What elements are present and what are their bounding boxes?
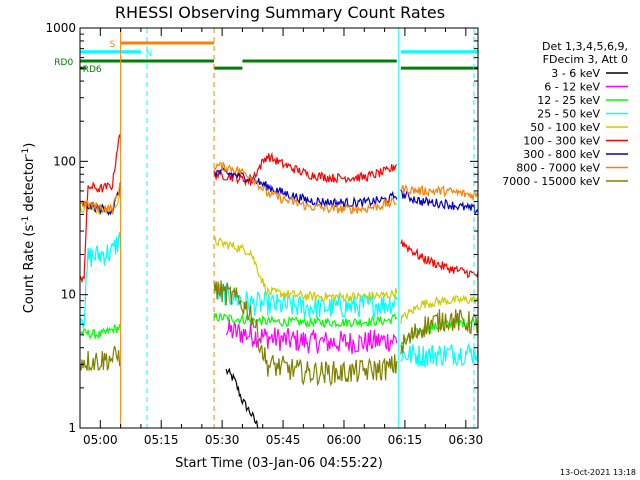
y-axis-label-main: Count Rate (s bbox=[22, 225, 37, 314]
chart-title: RHESSI Observing Summary Count Rates bbox=[115, 3, 445, 22]
legend-entry-label-6: 300 - 800 keV bbox=[523, 148, 600, 161]
flag-label-rd0: RD0 bbox=[54, 58, 73, 68]
series-line-4 bbox=[213, 236, 398, 303]
legend-entry-label-2: 12 - 25 keV bbox=[537, 94, 600, 107]
y-tick-label-3: 1000 bbox=[45, 21, 76, 35]
series-line-8 bbox=[213, 280, 398, 387]
x-tick-label-1: 05:15 bbox=[144, 433, 179, 447]
legend: Det 1,3,4,5,6,9,FDecim 3, Att 03 - 6 keV… bbox=[502, 40, 628, 188]
y-tick-label-1: 10 bbox=[61, 288, 76, 302]
legend-header-0: Det 1,3,4,5,6,9, bbox=[542, 40, 628, 53]
y-tick-label-0: 1 bbox=[68, 421, 76, 435]
y-axis-label-close: ) bbox=[22, 143, 37, 148]
flag-label-n: N bbox=[146, 49, 153, 59]
legend-entry-label-1: 6 - 12 keV bbox=[544, 81, 600, 94]
series-line-8 bbox=[79, 345, 122, 372]
x-tick-label-2: 05:30 bbox=[205, 433, 240, 447]
legend-entry-label-5: 100 - 300 keV bbox=[523, 135, 600, 148]
series-line-7 bbox=[400, 184, 479, 200]
series-line-2 bbox=[79, 323, 121, 340]
x-tick-label-3: 05:45 bbox=[266, 433, 301, 447]
y-tick-label-2: 100 bbox=[53, 154, 76, 168]
series-line-7 bbox=[79, 182, 122, 214]
plot-frame bbox=[79, 27, 479, 429]
timestamp: 13-Oct-2021 13:18 bbox=[560, 468, 636, 477]
y-axis-label: Count Rate (s-1 detector-1) bbox=[21, 143, 37, 314]
series-line-7 bbox=[213, 161, 397, 214]
series-line-6 bbox=[213, 167, 398, 209]
series-line-2 bbox=[213, 312, 398, 329]
flag-label-rd6: RD6 bbox=[83, 65, 102, 75]
series-line-5 bbox=[213, 151, 398, 187]
flag-label-s: S bbox=[110, 40, 116, 50]
series-line-8 bbox=[400, 309, 479, 355]
y-axis-label-tail: detector bbox=[22, 156, 37, 216]
x-tick-label-6: 06:30 bbox=[449, 433, 484, 447]
legend-entry-label-8: 7000 - 15000 keV bbox=[502, 175, 600, 188]
y-axis-label-sup-1: -1 bbox=[21, 216, 31, 225]
x-axis-label: Start Time (03-Jan-06 04:55:22) bbox=[175, 456, 383, 471]
series-line-3 bbox=[400, 341, 479, 368]
legend-entry-label-3: 25 - 50 keV bbox=[537, 108, 600, 121]
legend-entry-label-0: 3 - 6 keV bbox=[551, 67, 600, 80]
legend-header-1: FDecim 3, Att 0 bbox=[543, 53, 628, 66]
series-line-4 bbox=[400, 294, 479, 325]
series-line-1 bbox=[225, 319, 398, 355]
series-line-5 bbox=[79, 134, 122, 284]
y-axis-label-sup-2: -1 bbox=[21, 148, 31, 157]
series-line-5 bbox=[400, 238, 479, 279]
series-line-0 bbox=[225, 367, 259, 429]
series-line-3 bbox=[213, 281, 398, 319]
series-line-3 bbox=[79, 231, 122, 329]
series-line-6 bbox=[400, 189, 479, 215]
legend-entry-label-7: 800 - 7000 keV bbox=[516, 162, 600, 175]
legend-entry-label-4: 50 - 100 keV bbox=[530, 121, 600, 134]
x-tick-label-0: 05:00 bbox=[83, 433, 118, 447]
x-tick-label-5: 06:15 bbox=[388, 433, 423, 447]
x-tick-label-4: 06:00 bbox=[327, 433, 362, 447]
